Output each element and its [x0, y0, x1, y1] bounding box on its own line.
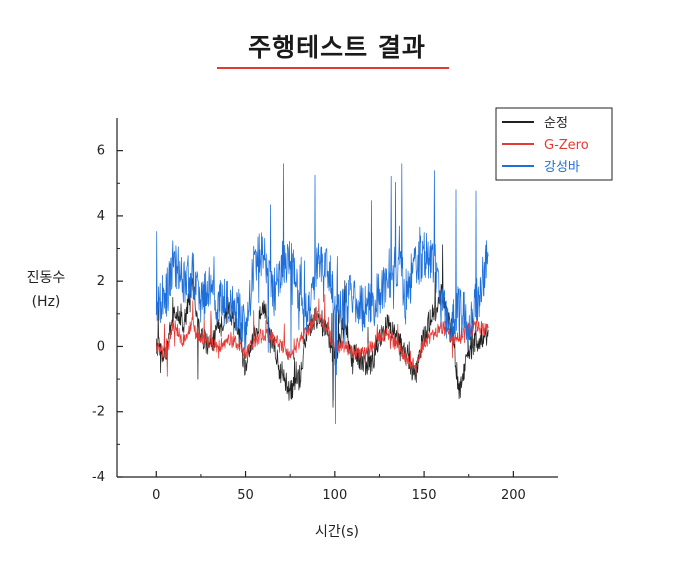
x-tick-label: 0 — [152, 488, 160, 503]
y-axis-unit: (Hz) — [32, 294, 61, 310]
x-tick-label: 200 — [501, 488, 526, 503]
legend: 순정 G-Zero 강성바 — [495, 107, 613, 181]
y-tick-label: -2 — [92, 405, 105, 420]
y-axis-label: 진동수 — [27, 270, 66, 286]
legend-label: G-Zero — [544, 138, 589, 153]
y-tick-label: 6 — [97, 144, 105, 159]
page-title: 주행테스트 결과 — [248, 33, 426, 62]
chart-axes: -4 -2 0 2 4 6 0 50 100 150 200 — [92, 118, 558, 503]
series-line-2 — [156, 294, 489, 377]
y-tick-label: 2 — [97, 274, 105, 289]
y-tick-label: 0 — [97, 339, 105, 354]
chart-series — [155, 163, 489, 425]
legend-label: 순정 — [544, 116, 568, 131]
series-line-3 — [155, 163, 489, 425]
x-tick-label: 50 — [237, 488, 254, 503]
legend-label: 강성바 — [544, 160, 580, 175]
y-tick-label: 4 — [97, 209, 105, 224]
x-axis-label: 시간(s) — [315, 524, 359, 540]
x-tick-label: 100 — [322, 488, 347, 503]
title-underline — [217, 67, 449, 69]
x-tick-label: 150 — [412, 488, 437, 503]
y-tick-label: -4 — [92, 470, 105, 485]
